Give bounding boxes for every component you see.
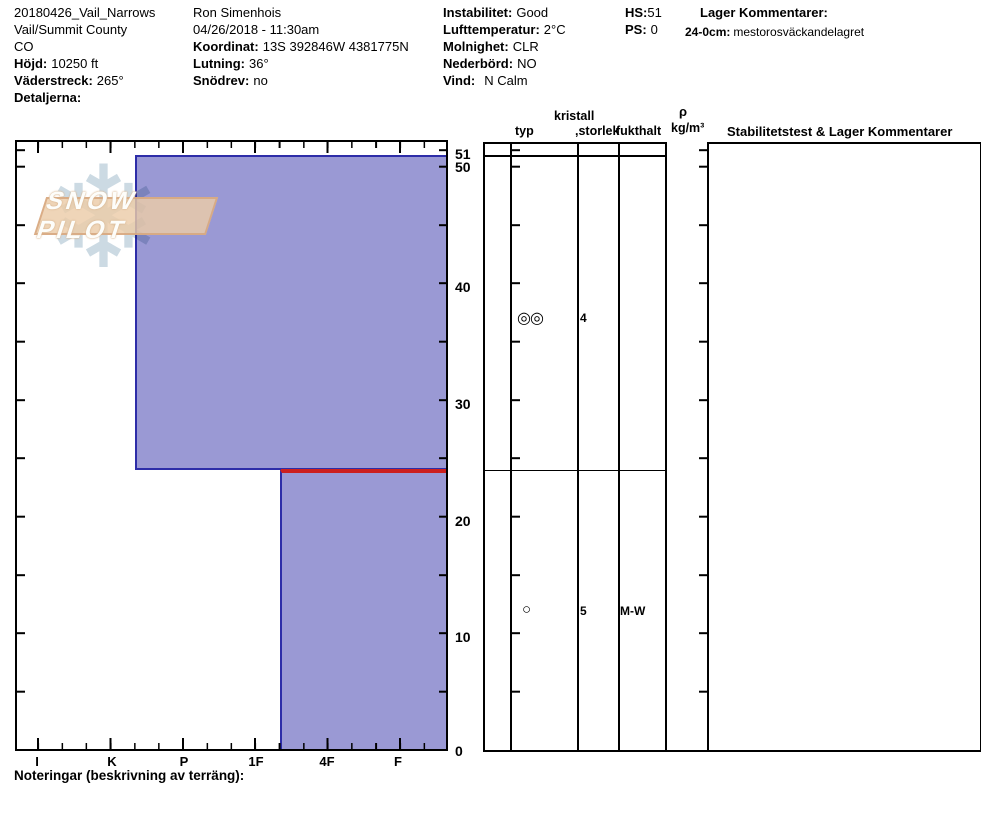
- grain-size-layer1: 4: [580, 311, 587, 325]
- observer-name: Ron Simenhois: [193, 5, 282, 20]
- col-header-fukthalt: fukthalt: [616, 124, 662, 138]
- table-top-border-comments-section: [707, 142, 981, 144]
- profile-chart-frame: [15, 140, 448, 751]
- col-header-typ: typ: [515, 124, 534, 138]
- wind-row: Vind: N Calm: [443, 73, 528, 89]
- ps-label: PS:: [625, 22, 647, 37]
- hs-label: HS:: [625, 5, 648, 20]
- table-right-border: [979, 142, 981, 751]
- coordinates-value: 13S 392846W 4381775N: [262, 39, 409, 54]
- layer-comment-text: mestorosväckandelagret: [733, 25, 865, 39]
- aspect-label: Väderstreck:: [14, 73, 93, 88]
- stability-value: Good: [516, 5, 549, 20]
- hs-row: HS:51: [625, 5, 662, 21]
- depth-label-20: 20: [455, 513, 471, 529]
- pit-location: Vail/Summit County: [14, 22, 128, 37]
- coordinates-label: Koordinat:: [193, 39, 259, 54]
- hs-value: 51: [647, 5, 662, 20]
- pit-name: 20180426_Vail_Narrows: [14, 5, 156, 20]
- slope-label: Lutning:: [193, 56, 245, 71]
- slope-row: Lutning: 36°: [193, 56, 269, 72]
- layer-comment-row: 24-0cm: mestorosväckandelagret: [685, 25, 864, 39]
- layer-comment-range: 24-0cm:: [685, 25, 731, 39]
- hardness-label-P: P: [179, 754, 189, 769]
- wind-label: Vind:: [443, 73, 476, 88]
- stability-label: Instabilitet:: [443, 5, 513, 20]
- hardness-label-I: I: [35, 754, 39, 769]
- col-header-storlek: ,storlek: [575, 124, 620, 138]
- table-depth-ticks-right: [699, 140, 707, 740]
- wind-value: N Calm: [484, 73, 528, 88]
- drift-value: no: [253, 73, 268, 88]
- table-depth-ticks-left: [511, 140, 520, 740]
- hardness-axis-major-ticks-bottom: [15, 738, 448, 749]
- precip-row: Nederbörd: NO: [443, 56, 537, 72]
- depth-axis-ticks-left: [17, 140, 25, 740]
- sky-label: Molnighet:: [443, 39, 509, 54]
- hardness-label-4F: 4F: [319, 754, 335, 769]
- hardness-label-F: F: [394, 754, 402, 769]
- table-line-comments-left: [707, 142, 709, 751]
- hardness-axis-major-ticks-top: [15, 142, 448, 153]
- ps-value: 0: [650, 22, 658, 37]
- depth-axis-ticks-right: [439, 140, 447, 740]
- depth-label-30: 30: [455, 396, 471, 412]
- table-left-border: [483, 142, 485, 751]
- pit-state: CO: [14, 39, 34, 54]
- grain-type-symbol-layer2: ○: [522, 601, 532, 618]
- pit-datetime: 04/26/2018 - 11:30am: [193, 22, 320, 37]
- elevation-value: 10250 ft: [51, 56, 99, 71]
- grain-type-symbol-layer1: ◎◎: [517, 310, 544, 327]
- table-line-rho-left: [665, 142, 667, 751]
- table-snow-surface-line: [483, 155, 667, 157]
- col-header-rho-units: kg/m³: [671, 121, 705, 135]
- col-header-rho: ρ: [679, 104, 688, 119]
- elevation-row: Höjd: 10250 ft: [14, 56, 98, 72]
- drift-row: Snödrev: no: [193, 73, 268, 89]
- table-line-typ-left: [510, 142, 512, 751]
- stability-row: Instabilitet: Good: [443, 5, 548, 21]
- hardness-label-1F: 1F: [248, 754, 264, 769]
- snowpilot-logo-banner: SNOW PILOT: [33, 187, 219, 244]
- elevation-label: Höjd:: [14, 56, 48, 71]
- hardness-label-K: K: [107, 754, 117, 769]
- snow-layer-bar-lower: [280, 470, 448, 751]
- airtemp-label: Lufttemperatur:: [443, 22, 540, 37]
- depth-label-0: 0: [455, 743, 463, 759]
- snowpilot-logo-text: SNOW PILOT: [32, 187, 142, 244]
- ps-row: PS: 0: [625, 22, 658, 38]
- precip-label: Nederbörd:: [443, 56, 514, 71]
- table-bottom-border: [483, 750, 981, 752]
- aspect-row: Väderstreck: 265°: [14, 73, 124, 89]
- depth-label-40: 40: [455, 279, 471, 295]
- slope-value: 36°: [248, 56, 269, 71]
- depth-label-50: 50: [455, 159, 471, 175]
- col-header-kristall: kristall: [554, 109, 595, 123]
- wetness-layer2: M-W: [620, 604, 646, 618]
- airtemp-row: Lufttemperatur: 2°C: [443, 22, 566, 38]
- sky-row: Molnighet: CLR: [443, 39, 539, 55]
- coordinates-row: Koordinat: 13S 392846W 4381775N: [193, 39, 409, 55]
- details-label: Detaljerna:: [14, 90, 82, 105]
- sky-value: CLR: [512, 39, 539, 54]
- layer-of-concern-red-line: [281, 469, 448, 472]
- airtemp-value: 2°C: [543, 22, 566, 37]
- table-line-storlek-left: [577, 142, 579, 751]
- table-line-fukthalt-left: [618, 142, 620, 751]
- grain-size-layer2: 5: [580, 604, 587, 618]
- aspect-value: 265°: [96, 73, 124, 88]
- layer-comments-title: Lager Kommentarer:: [700, 5, 828, 20]
- precip-value: NO: [517, 56, 537, 71]
- depth-label-51: 51: [455, 146, 471, 162]
- table-top-border-left-section: [483, 142, 667, 144]
- notes-label: Noteringar (beskrivning av terräng):: [14, 768, 245, 783]
- col-header-stability-tests: Stabilitetstest & Lager Kommentarer: [727, 124, 953, 139]
- drift-label: Snödrev:: [193, 73, 250, 88]
- depth-label-10: 10: [455, 629, 471, 645]
- table-layer-boundary-line: [483, 469, 667, 471]
